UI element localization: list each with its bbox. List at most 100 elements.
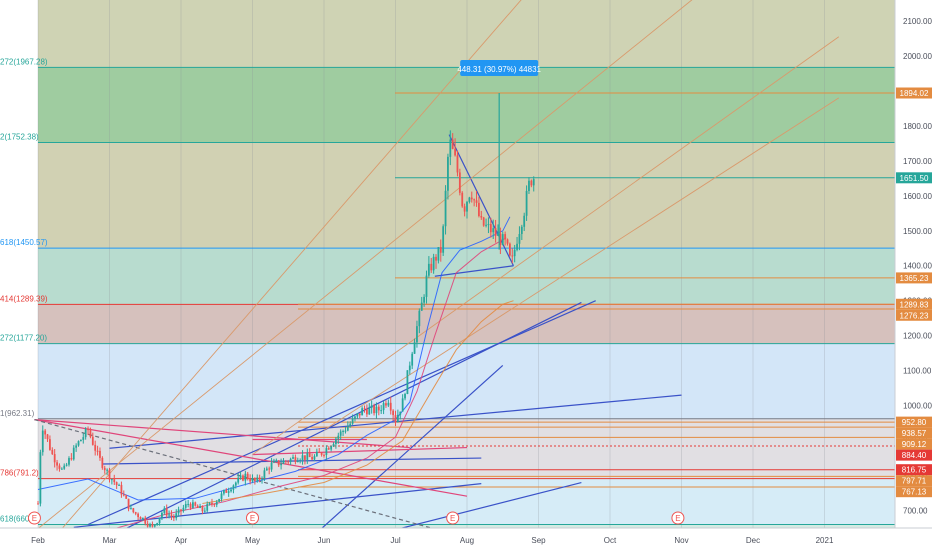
y-tick-label: 1400.00 xyxy=(903,262,932,271)
candle-body xyxy=(270,462,273,470)
trendline-1[interactable] xyxy=(434,265,514,277)
price-label-box xyxy=(896,449,932,461)
candle xyxy=(220,491,223,502)
candle xyxy=(103,465,106,474)
trendline-14[interactable] xyxy=(34,0,838,531)
candle-body xyxy=(37,503,39,505)
event-marker-1[interactable]: E xyxy=(246,511,259,525)
trendline-11[interactable] xyxy=(252,446,468,456)
candle xyxy=(170,510,173,521)
candle-body xyxy=(296,461,299,463)
price-label-9: 816.75 xyxy=(896,464,932,476)
price-label-0: 1894.02 xyxy=(896,87,932,99)
candle xyxy=(58,463,61,472)
candle xyxy=(134,511,137,516)
candle xyxy=(506,238,509,246)
candle-body xyxy=(387,402,390,406)
candle-body xyxy=(468,197,471,202)
y-tick-label: 1200.00 xyxy=(903,332,932,341)
measure-label[interactable]: 448.31 (30.97%) 44831 xyxy=(457,60,542,77)
candle xyxy=(389,396,392,415)
candle-body xyxy=(342,431,344,433)
candle xyxy=(127,498,130,512)
candle-body xyxy=(189,503,192,508)
candle-body xyxy=(306,453,309,460)
candle-body xyxy=(532,179,535,186)
trendline-2[interactable] xyxy=(102,457,482,465)
candle xyxy=(227,487,230,497)
candle-body xyxy=(425,275,428,297)
candle-body xyxy=(463,206,466,212)
candle xyxy=(237,473,240,485)
candle-body xyxy=(444,190,447,227)
candle-body xyxy=(299,460,302,462)
candle-body xyxy=(256,477,259,482)
candle-body xyxy=(134,512,137,514)
fib-level-label-7: 618(660 xyxy=(0,515,30,524)
candle-body xyxy=(404,393,406,399)
trendline-7[interactable] xyxy=(73,482,482,528)
fib-zone-1 xyxy=(38,67,895,143)
candle-body xyxy=(504,234,507,240)
candle-body xyxy=(394,415,397,423)
price-label-box xyxy=(896,87,932,99)
candle-body xyxy=(492,228,495,233)
candle xyxy=(132,507,135,514)
candle xyxy=(242,474,244,482)
trendline-16[interactable] xyxy=(252,36,840,455)
candle xyxy=(373,403,375,416)
candle xyxy=(304,455,306,465)
candle xyxy=(187,499,190,508)
trendline-6[interactable] xyxy=(388,481,582,532)
trendline-5[interactable] xyxy=(310,364,504,539)
trendline-13[interactable] xyxy=(34,419,432,528)
candle-body xyxy=(156,523,159,526)
candle-body xyxy=(461,192,464,207)
price-label-text: 884.40 xyxy=(902,451,927,460)
trendline-15[interactable] xyxy=(59,0,624,531)
candle xyxy=(432,253,435,274)
candle xyxy=(199,503,201,509)
event-marker-0[interactable]: E xyxy=(27,511,41,525)
candle-body xyxy=(454,148,456,156)
event-marker-3[interactable]: E xyxy=(671,511,685,525)
measure-label-text: 448.31 (30.97%) 44831 xyxy=(457,65,541,74)
candle xyxy=(68,456,70,467)
candle xyxy=(394,410,397,426)
candle-body xyxy=(385,403,387,406)
candle xyxy=(75,443,78,452)
candle-body xyxy=(506,239,509,244)
candle xyxy=(327,446,330,450)
candle-body xyxy=(192,502,194,508)
candle-body xyxy=(213,504,216,506)
candle xyxy=(435,254,437,269)
candle-body xyxy=(518,234,521,244)
candle-body xyxy=(520,226,523,235)
trendline-9[interactable] xyxy=(34,419,468,497)
candle-body xyxy=(430,263,433,271)
candle xyxy=(342,429,344,436)
candle xyxy=(91,432,94,446)
event-marker-2[interactable]: E xyxy=(446,511,460,525)
candle xyxy=(239,471,242,480)
candle xyxy=(165,504,168,519)
candle-body xyxy=(301,455,304,461)
candle-body xyxy=(199,506,201,508)
trendline-4[interactable] xyxy=(110,301,582,536)
candle xyxy=(532,176,535,192)
candle-body xyxy=(165,508,168,516)
trendline-10[interactable] xyxy=(34,419,410,449)
candle-body xyxy=(373,405,375,414)
candle xyxy=(358,413,361,419)
candle xyxy=(163,506,166,515)
candle-body xyxy=(206,504,209,511)
candle xyxy=(427,256,430,278)
candle-body xyxy=(118,484,120,486)
price-label-box xyxy=(896,172,932,184)
price-label-text: 952.80 xyxy=(902,418,927,427)
trendline-17[interactable] xyxy=(323,97,840,431)
x-tick-label: Nov xyxy=(674,536,688,545)
price-label-text: 1365.23 xyxy=(900,274,929,283)
